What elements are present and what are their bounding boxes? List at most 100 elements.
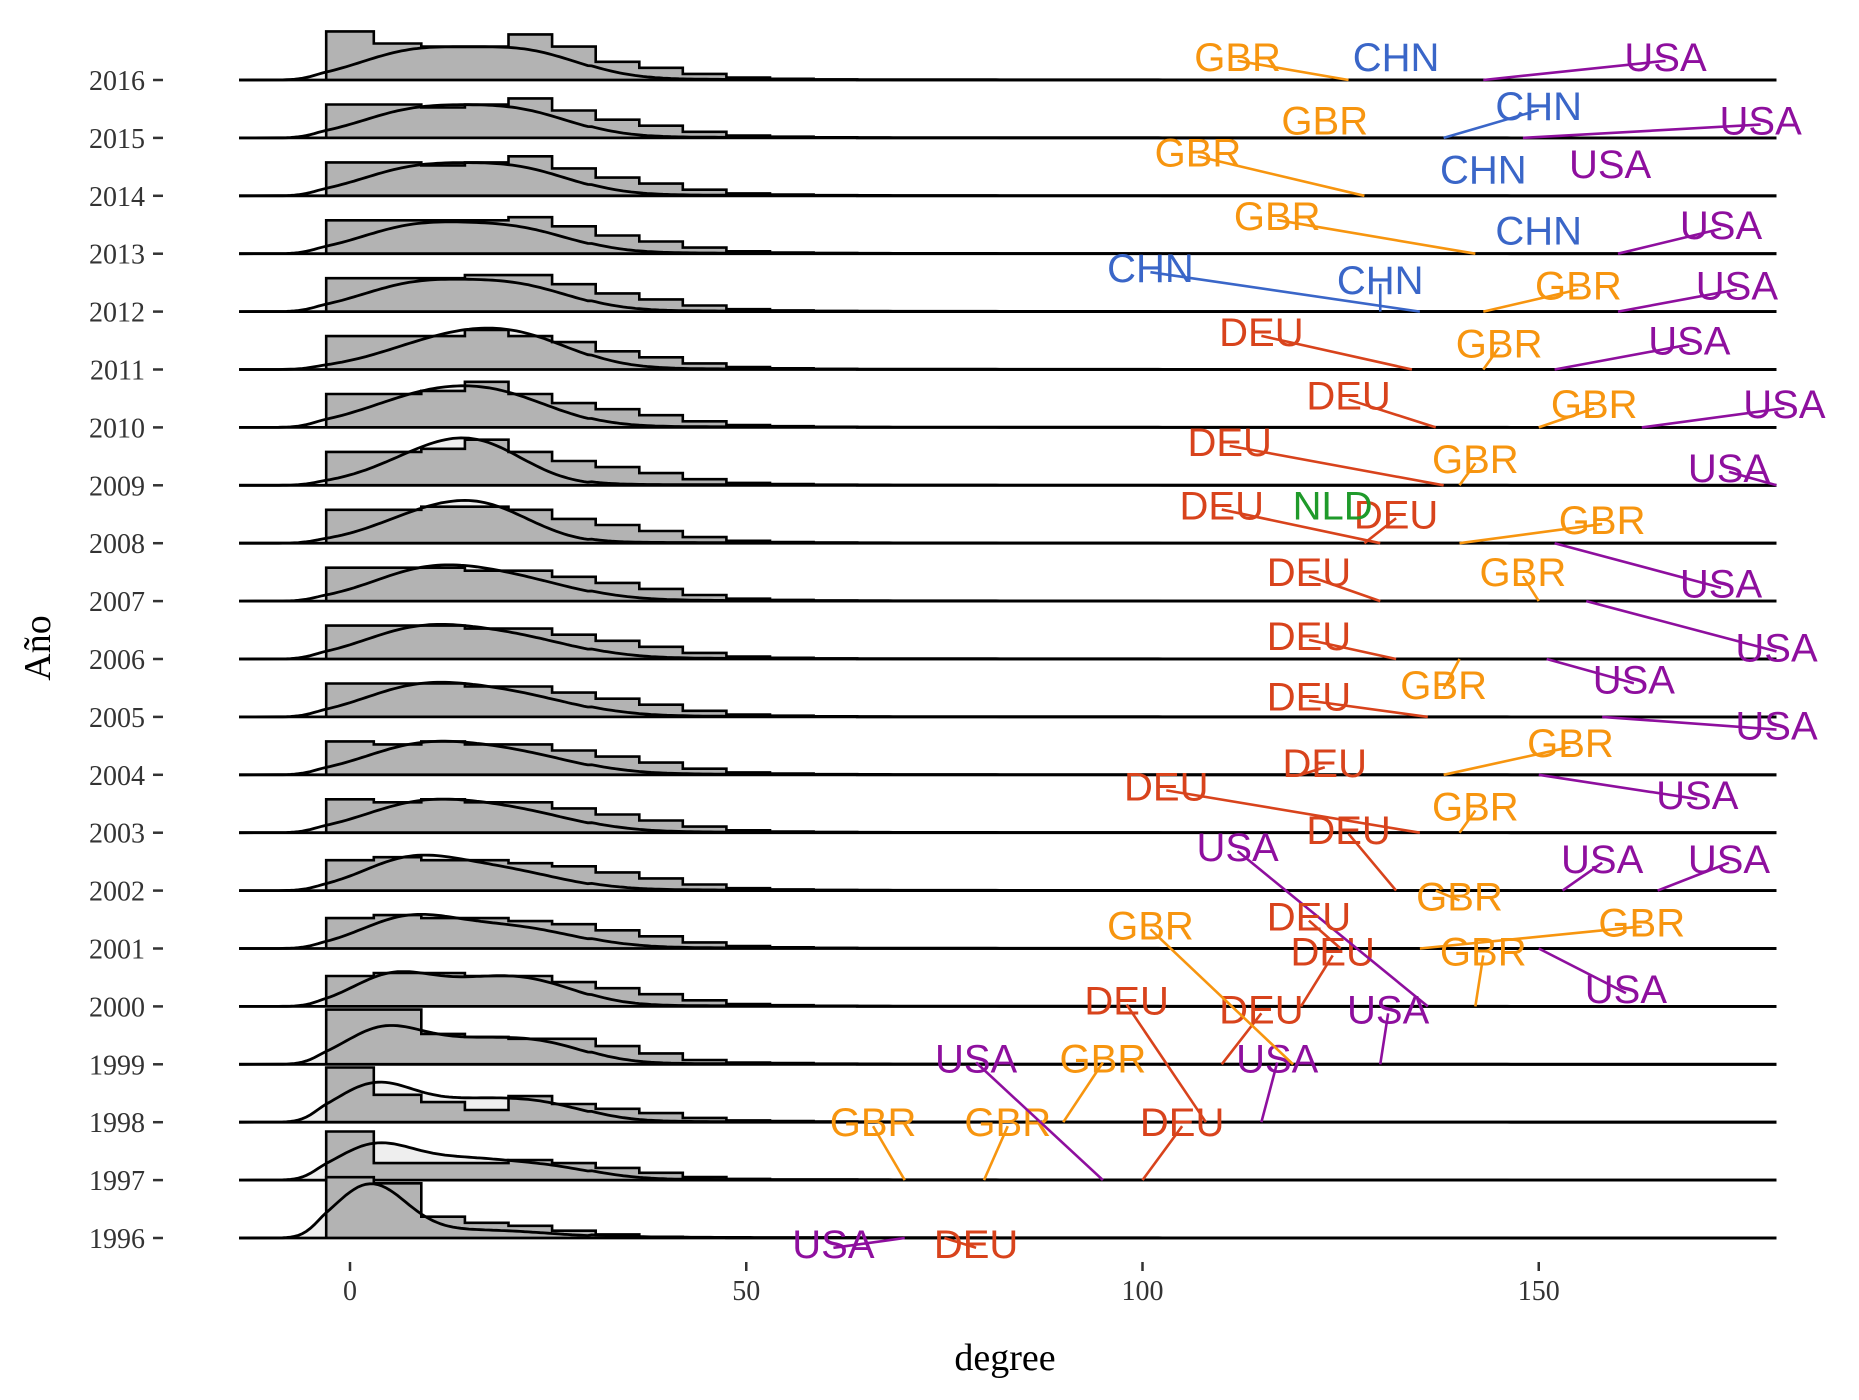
country-label-2008-deu-0: DEU bbox=[1354, 493, 1438, 537]
y-tick-label-2013: 2013 bbox=[89, 240, 145, 271]
country-label-2016-usa-2: USA bbox=[1624, 36, 1707, 80]
country-label-2005-usa-1: USA bbox=[1735, 705, 1818, 749]
ridge-2001 bbox=[239, 913, 1777, 950]
y-tick-label-2004: 2004 bbox=[89, 761, 145, 792]
ridge-2016 bbox=[239, 30, 1777, 82]
y-tick-label-1999: 1999 bbox=[89, 1050, 145, 1081]
y-tick-label-1996: 1996 bbox=[89, 1224, 145, 1255]
country-label-2004-usa-2: USA bbox=[1656, 774, 1739, 818]
country-label-2010-deu-0: DEU bbox=[1306, 375, 1390, 419]
histogram-fill-2006 bbox=[326, 625, 1777, 659]
label-leader-2012-2 bbox=[1482, 288, 1579, 313]
y-tick-label-2000: 2000 bbox=[89, 992, 145, 1023]
label-leader-2003-0 bbox=[1166, 789, 1421, 834]
country-label-1996-deu-1: DEU bbox=[934, 1223, 1018, 1267]
country-label-2000-gbr-2: GBR bbox=[1440, 930, 1527, 974]
label-leader-2001-2 bbox=[1538, 947, 1627, 995]
country-label-2009-gbr-1: GBR bbox=[1432, 438, 1519, 482]
y-tick-label-2008: 2008 bbox=[89, 529, 145, 560]
histogram-fill-1996 bbox=[326, 1177, 1777, 1238]
label-leader-2013-0 bbox=[1277, 218, 1476, 255]
country-label-2008-deu-1: DEU bbox=[1180, 485, 1264, 529]
histogram-fill-1998 bbox=[326, 1067, 1777, 1123]
label-leader-2011-2 bbox=[1554, 343, 1690, 371]
ridge-2000 bbox=[239, 970, 1777, 1008]
label-leader-2012-3 bbox=[1617, 288, 1738, 313]
country-label-2011-gbr-1: GBR bbox=[1456, 322, 1543, 366]
country-label-2006-usa-2: USA bbox=[1593, 658, 1676, 702]
country-label-2015-gbr-0: GBR bbox=[1281, 100, 1368, 144]
country-label-2000-usa-1: USA bbox=[1196, 826, 1279, 870]
histogram-fill-2008 bbox=[326, 506, 1777, 544]
country-label-2011-deu-0: DEU bbox=[1219, 311, 1303, 355]
histogram-fill-2003 bbox=[326, 799, 1777, 833]
country-label-2009-usa-2: USA bbox=[1688, 447, 1771, 491]
country-label-2003-deu-0: DEU bbox=[1124, 765, 1208, 809]
label-leader-2015-2 bbox=[1522, 123, 1761, 140]
histogram-fill-1997 bbox=[326, 1131, 1777, 1181]
y-axis: 1996 1997 1998 1999 2000 2001 2002 2003 2004 2005… bbox=[89, 66, 163, 1255]
label-leader-2008-3 bbox=[1459, 522, 1603, 545]
ridge-2006 bbox=[239, 623, 1777, 661]
ridge-2007 bbox=[239, 563, 1777, 603]
label-leader-2002-0 bbox=[1435, 889, 1460, 902]
country-label-1997-gbr-0: GBR bbox=[830, 1101, 917, 1145]
label-leader-2013-2 bbox=[1617, 227, 1722, 255]
country-label-2004-gbr-1: GBR bbox=[1527, 722, 1614, 766]
country-label-2013-gbr-0: GBR bbox=[1234, 195, 1321, 239]
country-label-2001-deu-0: DEU bbox=[1267, 896, 1351, 940]
country-label-2009-deu-0: DEU bbox=[1187, 421, 1271, 465]
label-leader-2011-1 bbox=[1482, 346, 1501, 371]
label-leader-1999-2 bbox=[1378, 1013, 1390, 1065]
country-label-2002-gbr-0: GBR bbox=[1416, 875, 1503, 919]
country-label-2008-usa-4: USA bbox=[1680, 563, 1763, 607]
ridge-2011 bbox=[239, 326, 1777, 371]
country-label-1996-usa-0: USA bbox=[792, 1223, 875, 1267]
label-leader-1998-2 bbox=[1260, 1062, 1279, 1123]
label-leader-2002-1 bbox=[1347, 832, 1398, 892]
country-label-2007-gbr-1: GBR bbox=[1480, 551, 1567, 595]
country-label-2010-usa-2: USA bbox=[1743, 383, 1826, 427]
country-label-2015-chn-1: CHN bbox=[1495, 85, 1582, 129]
y-tick-label-2006: 2006 bbox=[89, 645, 145, 676]
ridge-2002 bbox=[239, 853, 1777, 892]
label-leader-2007-1 bbox=[1521, 575, 1540, 602]
ridge-1997 bbox=[239, 1130, 1777, 1182]
country-label-1997-usa-2: USA bbox=[935, 1038, 1018, 1082]
ridge-2013 bbox=[239, 215, 1777, 256]
label-leader-1998-0 bbox=[1062, 1061, 1104, 1123]
histogram-fill-2005 bbox=[326, 683, 1777, 717]
label-leader-2011-0 bbox=[1261, 334, 1413, 371]
label-leader-2004-0 bbox=[1300, 765, 1326, 777]
x-tick-label-0: 0 bbox=[343, 1276, 357, 1307]
x-axis: 0 50 100 150 bbox=[343, 1262, 1560, 1307]
label-leader-1996-1 bbox=[943, 1236, 977, 1250]
histogram-fill-2011 bbox=[326, 330, 1777, 370]
country-label-1998-usa-2: USA bbox=[1236, 1038, 1319, 1082]
country-label-2003-gbr-1: GBR bbox=[1432, 786, 1519, 830]
label-leader-2009-0 bbox=[1229, 444, 1444, 487]
country-label-2006-deu-0: DEU bbox=[1267, 615, 1351, 659]
country-label-2014-gbr-0: GBR bbox=[1155, 131, 1242, 175]
label-leader-2006-1 bbox=[1442, 658, 1461, 690]
country-label-1999-gbr-1: GBR bbox=[1107, 904, 1194, 948]
label-leader-2006-2 bbox=[1546, 657, 1635, 685]
y-tick-label-1997: 1997 bbox=[89, 1166, 145, 1197]
ridge-2009 bbox=[239, 436, 1777, 487]
label-leader-2003-1 bbox=[1458, 809, 1477, 834]
label-leader-2008-4 bbox=[1554, 541, 1722, 589]
label-leader-1999-1 bbox=[1149, 928, 1294, 1066]
histogram-fill-2000 bbox=[326, 973, 1777, 1007]
label-leader-1998-1 bbox=[1125, 1003, 1207, 1123]
ridge-2014 bbox=[239, 155, 1777, 198]
country-label-2016-gbr-0: GBR bbox=[1194, 36, 1281, 80]
label-leader-1997-2 bbox=[975, 1061, 1104, 1182]
label-leader-2016-0 bbox=[1237, 59, 1349, 82]
ridges-layer bbox=[239, 30, 1777, 1240]
label-leader-2008-0 bbox=[1363, 517, 1397, 545]
country-label-1998-gbr-0: GBR bbox=[1060, 1038, 1147, 1082]
country-label-2014-usa-2: USA bbox=[1569, 143, 1652, 187]
ridge-2003 bbox=[239, 797, 1777, 835]
ridge-1999 bbox=[239, 1008, 1777, 1066]
